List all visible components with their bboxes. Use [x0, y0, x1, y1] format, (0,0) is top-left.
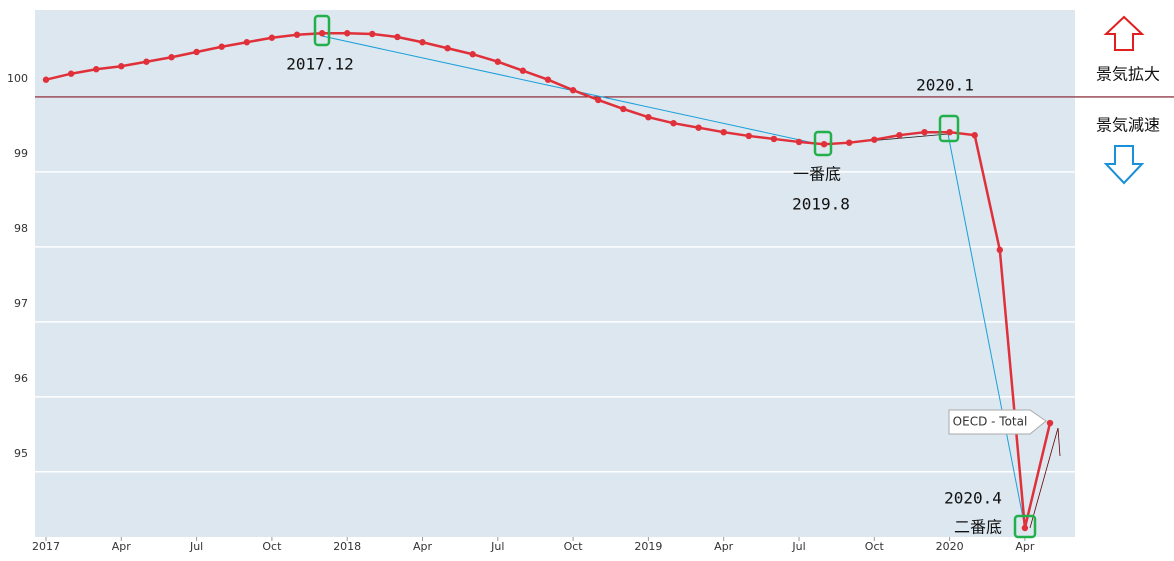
- down-arrow: [1103, 145, 1145, 185]
- data-point: [795, 138, 803, 146]
- data-point: [118, 63, 125, 70]
- x-tick-label: Oct: [564, 540, 584, 553]
- data-point: [67, 70, 75, 77]
- connector: [1057, 427, 1061, 457]
- data-point: [645, 113, 652, 121]
- highlight-box: [813, 130, 833, 157]
- y-tick-label: 95: [14, 447, 28, 460]
- x-tick-label: Apr: [413, 540, 433, 553]
- x-tick-label: Jul: [189, 540, 203, 553]
- data-point: [394, 33, 401, 41]
- data-point: [544, 76, 552, 83]
- data-point: [369, 30, 376, 38]
- data-point: [494, 58, 501, 65]
- up-arrow: [1103, 15, 1145, 51]
- data-point: [318, 30, 326, 37]
- data-point: [720, 128, 727, 136]
- data-point: [419, 39, 426, 46]
- data-point: [93, 66, 100, 73]
- x-tick-label: 2019: [634, 540, 662, 553]
- highlight-box: [938, 114, 960, 143]
- x-tick-label: Apr: [714, 540, 734, 553]
- connector: [1029, 427, 1059, 529]
- tooltip: [948, 409, 1047, 435]
- data-point: [344, 30, 351, 37]
- x-tick-label: Oct: [865, 540, 885, 553]
- data-point: [896, 131, 903, 139]
- data-point: [1046, 419, 1054, 427]
- annotation: 景気減速: [1096, 116, 1160, 135]
- data-point: [569, 87, 577, 94]
- data-point: [820, 140, 828, 148]
- data-point: [218, 43, 225, 50]
- tooltip-label: OECD - Total: [953, 415, 1028, 429]
- x-tick-label: Apr: [1015, 540, 1035, 553]
- annotation: 2020.1: [916, 76, 974, 95]
- annotation: 2020.4: [944, 489, 1002, 508]
- x-tick-label: Jul: [490, 540, 504, 553]
- data-point: [243, 39, 250, 46]
- x-tick-label: 2020: [936, 540, 964, 553]
- data-point: [444, 45, 451, 52]
- data-point: [670, 119, 677, 127]
- y-tick-label: 98: [14, 222, 28, 235]
- data-point: [871, 136, 878, 143]
- annotation: 二番底: [954, 518, 1002, 537]
- annotation: 2017.12: [286, 55, 353, 74]
- data-point: [168, 54, 175, 61]
- highlight-box: [313, 14, 331, 47]
- data-point: [143, 58, 150, 65]
- series: [42, 30, 1054, 532]
- x-tick-label: Jul: [791, 540, 805, 553]
- x-tick-label: Oct: [262, 540, 282, 553]
- highlight-box: [1013, 514, 1037, 539]
- annotation: 2019.8: [792, 195, 850, 214]
- data-point: [595, 96, 602, 104]
- data-point: [946, 128, 953, 136]
- annotation: 一番底: [793, 165, 841, 184]
- x-tick-label: 2018: [333, 540, 361, 553]
- data-point: [193, 48, 200, 56]
- y-tick-label: 97: [14, 297, 28, 310]
- y-tick-label: 100: [7, 72, 28, 85]
- y-tick-label: 99: [14, 147, 28, 160]
- data-point: [846, 139, 853, 146]
- data-point: [293, 31, 301, 38]
- data-point: [971, 131, 978, 139]
- plot-area: [35, 10, 1075, 537]
- data-point: [42, 76, 50, 83]
- data-point: [469, 51, 476, 58]
- data-point: [921, 128, 928, 136]
- data-point: [996, 246, 1003, 254]
- annotation: 景気拡大: [1096, 65, 1160, 84]
- y-tick-label: 96: [14, 372, 28, 385]
- connector: [947, 133, 1026, 529]
- data-point: [620, 105, 627, 113]
- data-point: [519, 67, 527, 74]
- x-tick-label: 2017: [32, 540, 60, 553]
- data-point: [745, 132, 752, 140]
- data-point: [770, 135, 778, 143]
- data-point: [268, 34, 276, 41]
- data-point: [695, 124, 702, 131]
- x-tick-label: Apr: [112, 540, 132, 553]
- data-point: [1021, 524, 1029, 532]
